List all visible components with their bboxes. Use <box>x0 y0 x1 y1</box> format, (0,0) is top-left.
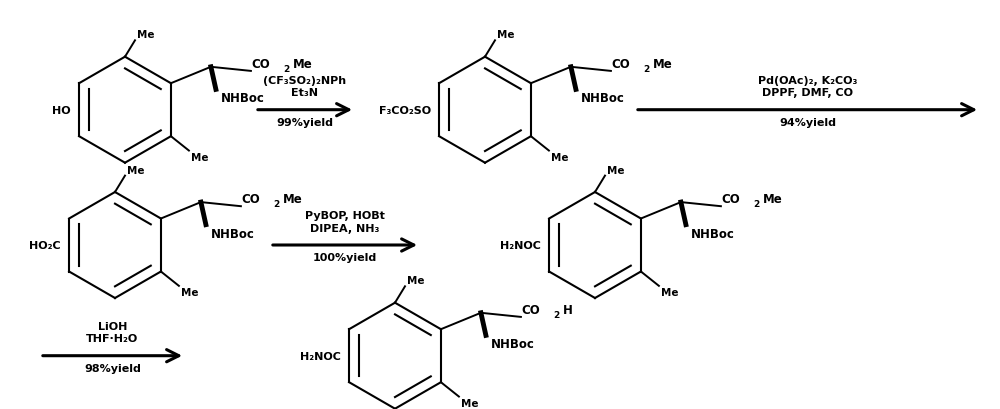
Text: DPPF, DMF, CO: DPPF, DMF, CO <box>762 88 853 98</box>
Text: DIPEA, NH₃: DIPEA, NH₃ <box>310 223 380 233</box>
Text: Me: Me <box>137 30 154 40</box>
Text: HO₂C: HO₂C <box>29 240 61 250</box>
Text: Me: Me <box>127 165 144 175</box>
Text: Me: Me <box>407 276 424 286</box>
Text: Me: Me <box>653 58 673 71</box>
Text: Me: Me <box>191 153 208 162</box>
Text: H₂NOC: H₂NOC <box>500 240 541 250</box>
Text: H₂NOC: H₂NOC <box>300 351 341 361</box>
Text: Me: Me <box>763 193 783 206</box>
Text: NHBoc: NHBoc <box>581 92 625 105</box>
Text: CO: CO <box>241 193 260 206</box>
Text: CO: CO <box>251 58 270 71</box>
Text: Pd(OAc)₂, K₂CO₃: Pd(OAc)₂, K₂CO₃ <box>758 76 857 86</box>
Text: CO: CO <box>521 303 540 316</box>
Text: H: H <box>563 303 573 316</box>
Text: 2: 2 <box>753 200 759 209</box>
Text: NHBoc: NHBoc <box>691 227 735 240</box>
Text: 100%yield: 100%yield <box>313 253 377 263</box>
Text: THF·H₂O: THF·H₂O <box>86 334 139 344</box>
Text: (CF₃SO₂)₂NPh: (CF₃SO₂)₂NPh <box>263 76 347 86</box>
Text: 94%yield: 94%yield <box>779 118 836 128</box>
Text: 2: 2 <box>553 310 559 319</box>
Text: CO: CO <box>721 193 740 206</box>
Text: CO: CO <box>611 58 630 71</box>
Text: 2: 2 <box>283 65 289 74</box>
Text: Me: Me <box>461 398 478 408</box>
Text: 98%yield: 98%yield <box>84 363 141 373</box>
Text: Me: Me <box>181 288 198 297</box>
Text: NHBoc: NHBoc <box>221 92 265 105</box>
Text: Me: Me <box>293 58 313 71</box>
Text: NHBoc: NHBoc <box>491 337 535 351</box>
Text: Me: Me <box>283 193 303 206</box>
Text: NHBoc: NHBoc <box>211 227 255 240</box>
Text: Me: Me <box>607 165 624 175</box>
Text: F₃CO₂SO: F₃CO₂SO <box>379 106 431 115</box>
Text: HO: HO <box>52 106 71 115</box>
Text: PyBOP, HOBt: PyBOP, HOBt <box>305 211 385 221</box>
Text: 2: 2 <box>273 200 279 209</box>
Text: Me: Me <box>661 288 678 297</box>
Text: LiOH: LiOH <box>98 321 127 331</box>
Text: Me: Me <box>497 30 514 40</box>
Text: Et₃N: Et₃N <box>292 88 318 98</box>
Text: 99%yield: 99%yield <box>276 118 334 128</box>
Text: Me: Me <box>551 153 568 162</box>
Text: 2: 2 <box>643 65 649 74</box>
